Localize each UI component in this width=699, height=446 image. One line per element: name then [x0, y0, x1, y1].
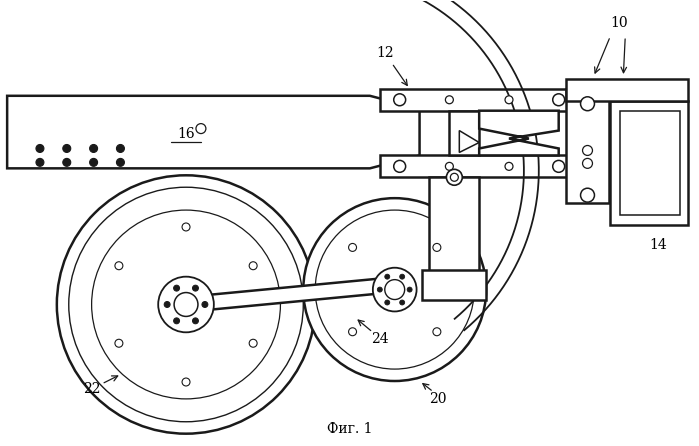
- Circle shape: [89, 158, 98, 166]
- Circle shape: [582, 145, 593, 155]
- Circle shape: [384, 280, 405, 300]
- Polygon shape: [185, 277, 396, 312]
- Polygon shape: [459, 131, 480, 153]
- Circle shape: [445, 162, 454, 170]
- Circle shape: [164, 301, 170, 307]
- Circle shape: [394, 161, 405, 172]
- Circle shape: [400, 300, 405, 305]
- Text: 12: 12: [376, 46, 394, 60]
- Circle shape: [173, 285, 180, 291]
- Circle shape: [173, 318, 180, 324]
- Circle shape: [57, 175, 315, 434]
- Circle shape: [89, 145, 98, 153]
- Circle shape: [400, 274, 405, 279]
- Circle shape: [581, 188, 594, 202]
- Circle shape: [202, 301, 208, 307]
- Bar: [429, 178, 480, 272]
- Circle shape: [553, 94, 565, 106]
- Circle shape: [63, 145, 71, 153]
- Polygon shape: [449, 111, 480, 155]
- Circle shape: [36, 145, 44, 153]
- Bar: [565, 89, 610, 203]
- Text: 20: 20: [428, 392, 446, 406]
- Circle shape: [407, 287, 412, 292]
- Circle shape: [158, 277, 214, 332]
- Circle shape: [505, 162, 513, 170]
- Circle shape: [445, 96, 454, 104]
- Polygon shape: [7, 96, 419, 168]
- Circle shape: [303, 198, 486, 381]
- Circle shape: [117, 158, 124, 166]
- Circle shape: [36, 158, 44, 166]
- Bar: [620, 111, 680, 215]
- Circle shape: [192, 318, 199, 324]
- Text: 24: 24: [371, 332, 389, 346]
- Bar: [380, 155, 574, 178]
- Circle shape: [505, 96, 513, 104]
- Circle shape: [384, 300, 390, 305]
- Circle shape: [582, 158, 593, 168]
- Bar: [421, 270, 486, 300]
- Bar: [610, 101, 688, 225]
- Bar: [380, 89, 574, 111]
- Text: 22: 22: [83, 382, 101, 396]
- Polygon shape: [480, 111, 559, 155]
- Circle shape: [377, 287, 382, 292]
- Text: 18: 18: [500, 122, 518, 136]
- Circle shape: [117, 145, 124, 153]
- Text: 10: 10: [610, 16, 628, 30]
- Circle shape: [63, 158, 71, 166]
- Circle shape: [384, 274, 390, 279]
- Circle shape: [450, 173, 459, 181]
- Text: Фиг. 1: Фиг. 1: [327, 422, 373, 436]
- Text: 16: 16: [178, 127, 195, 140]
- Text: 14: 14: [649, 238, 667, 252]
- Circle shape: [373, 268, 417, 311]
- Circle shape: [394, 94, 405, 106]
- Circle shape: [192, 285, 199, 291]
- Bar: [565, 79, 688, 101]
- Circle shape: [553, 161, 565, 172]
- Circle shape: [196, 124, 206, 133]
- Circle shape: [581, 97, 594, 111]
- Circle shape: [447, 169, 462, 185]
- Circle shape: [174, 293, 198, 316]
